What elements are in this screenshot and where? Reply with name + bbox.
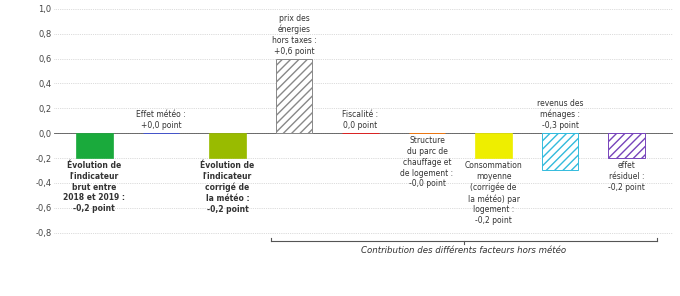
Bar [209, 133, 245, 158]
Bar [609, 133, 645, 158]
Text: Évolution de
l'indicateur
brut entre
2018 et 2019 :
-0,2 point: Évolution de l'indicateur brut entre 201… [63, 161, 125, 213]
Text: Évolution de
l'indicateur
corrigé de
la météo :
-0,2 point: Évolution de l'indicateur corrigé de la … [201, 161, 254, 214]
Text: revenus des
ménages :
-0,3 point: revenus des ménages : -0,3 point [537, 99, 583, 130]
Text: Fiscalité :
0,0 point: Fiscalité : 0,0 point [343, 110, 379, 130]
Bar [475, 133, 512, 158]
Text: effet
résiduel :
-0,2 point: effet résiduel : -0,2 point [608, 161, 645, 192]
Bar [542, 133, 579, 170]
Text: Contribution des différents facteurs hors météo: Contribution des différents facteurs hor… [361, 246, 566, 255]
Text: prix des
énergies
hors taxes :
+0,6 point: prix des énergies hors taxes : +0,6 poin… [271, 14, 316, 56]
Bar [275, 59, 312, 133]
Text: Structure
du parc de
chauffage et
de logement :
-0,0 point: Structure du parc de chauffage et de log… [401, 136, 454, 189]
Bar [76, 133, 113, 158]
Text: Consommation
moyenne
(corrigée de
la météo) par
logement :
-0,2 point: Consommation moyenne (corrigée de la mét… [464, 161, 522, 225]
Text: Effet météo :
+0,0 point: Effet météo : +0,0 point [136, 110, 186, 130]
